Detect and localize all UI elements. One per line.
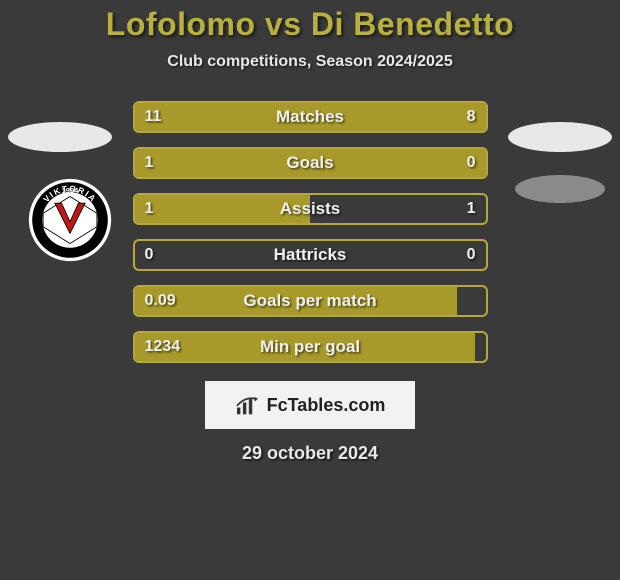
player-left-placeholder-1: [8, 122, 112, 152]
bar-value-left: 0.09: [145, 292, 176, 310]
stat-bar-row: 1 Assists 1: [133, 193, 488, 225]
bar-value-right: 1: [467, 200, 476, 218]
bar-label: Goals: [286, 153, 333, 173]
stat-bar-row: 1234 Min per goal: [133, 331, 488, 363]
bar-value-right: 0: [467, 154, 476, 172]
bar-label: Min per goal: [260, 337, 360, 357]
bar-value-right: 0: [467, 246, 476, 264]
bar-value-left: 11: [145, 108, 162, 126]
bar-value-left: 1: [145, 200, 154, 218]
stat-bar-row: 1 Goals 0: [133, 147, 488, 179]
page-title: Lofolomo vs Di Benedetto: [0, 6, 620, 43]
bar-fill-left: [135, 149, 398, 177]
date-label: 29 october 2024: [0, 443, 620, 464]
bar-label: Hattricks: [274, 245, 347, 265]
bar-value-left: 0: [145, 246, 154, 264]
bar-label: Goals per match: [243, 291, 376, 311]
bar-label: Matches: [276, 107, 344, 127]
club-badge-icon: 1904 VIKTORIA KÖLN: [28, 178, 112, 262]
stats-bars: 11 Matches 8 1 Goals 0 1 Assists 1 0 Hattricks 0 0.0…: [133, 101, 488, 363]
watermark: FcTables.com: [205, 381, 415, 429]
bar-value-left: 1234: [145, 338, 181, 356]
bar-value-left: 1: [145, 154, 154, 172]
bar-fill-right: [338, 103, 485, 131]
bar-value-right: 8: [467, 108, 476, 126]
bar-label: Assists: [280, 199, 340, 219]
subtitle: Club competitions, Season 2024/2025: [0, 53, 620, 71]
player-right-placeholder-1: [508, 122, 612, 152]
stat-bar-row: 0.09 Goals per match: [133, 285, 488, 317]
stat-bar-row: 0 Hattricks 0: [133, 239, 488, 271]
stat-bar-row: 11 Matches 8: [133, 101, 488, 133]
stats-chart-icon: [235, 394, 261, 416]
player-right-placeholder-2: [515, 175, 605, 203]
watermark-text: FcTables.com: [267, 395, 386, 416]
